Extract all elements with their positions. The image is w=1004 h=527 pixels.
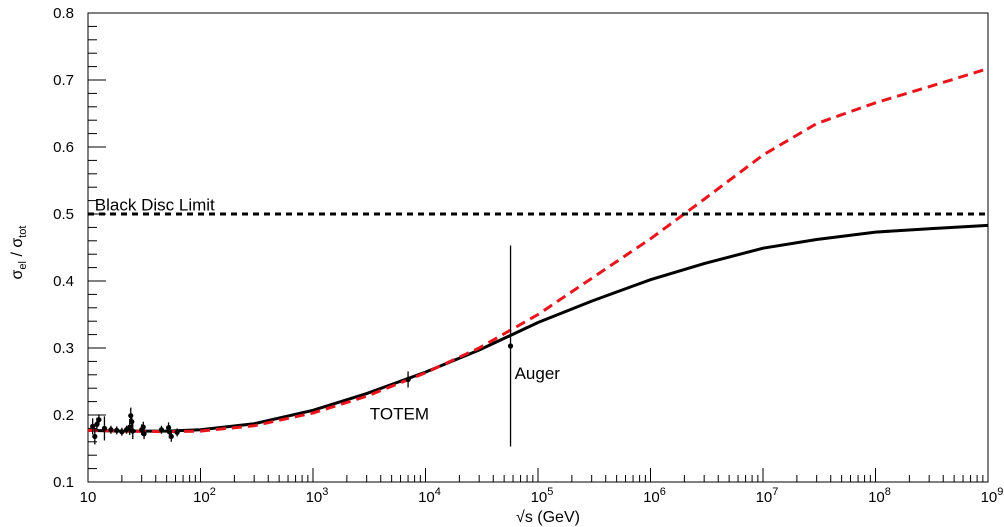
data-point (140, 424, 146, 430)
data-point (101, 425, 108, 431)
x-tick-label: 108 (868, 486, 891, 506)
y-axis-title-mid: / σ (9, 238, 26, 261)
x-tick-label: 104 (418, 486, 441, 506)
y-tick-label: 0.7 (53, 72, 74, 89)
x-tick-label: 106 (643, 486, 666, 506)
data-point (96, 417, 102, 423)
x-axis: 10 102 103 104 105 106 107 108 109 (80, 468, 1004, 506)
y-tick-label: 0.5 (53, 206, 74, 223)
y-tick-label: 0.1 (53, 474, 74, 491)
data-point (507, 343, 514, 349)
y-axis-title: σel / σtot (9, 226, 29, 280)
data-point (94, 421, 100, 427)
model-curve-solid (87, 223, 989, 433)
y-tick-label: 0.6 (53, 139, 74, 156)
x-tick-label: 10 (80, 489, 97, 506)
x-tick-label: 107 (756, 486, 779, 506)
y-axis: 0.1 0.2 0.3 0.4 0.5 0.6 0.7 0.8 (53, 5, 106, 491)
data-point (128, 413, 134, 419)
data-point (127, 424, 133, 430)
data-point (92, 433, 98, 440)
x-tick-label: 105 (531, 486, 554, 506)
data-point (141, 431, 147, 437)
data-point (119, 429, 125, 435)
y-axis-title-sigma: σ (9, 269, 26, 279)
data-points (90, 245, 514, 447)
annotation-auger: Auger (515, 364, 561, 383)
y-tick-label: 0.4 (53, 273, 74, 290)
x-axis-title: √s (GeV) (516, 509, 580, 526)
data-point (405, 376, 411, 383)
plot-frame (87, 12, 989, 483)
annotation-totem: TOTEM (370, 405, 429, 424)
y-axis-title-sub-tot: tot (17, 226, 29, 238)
data-point (108, 427, 114, 433)
x-tick-label: 102 (193, 486, 216, 506)
y-axis-title-sub-el: el (17, 261, 29, 270)
y-tick-label: 0.2 (53, 407, 74, 424)
x-tick-label: 109 (981, 486, 1004, 506)
data-point (168, 433, 174, 440)
model-curve-dashed (87, 67, 989, 434)
data-point (158, 427, 165, 433)
data-point (114, 427, 120, 434)
data-point (90, 423, 96, 429)
y-tick-label: 0.8 (53, 5, 74, 22)
x-tick-label: 103 (306, 486, 329, 506)
series-layer (87, 67, 989, 434)
annotation-black-disc-limit: Black Disc Limit (95, 196, 215, 215)
y-tick-label: 0.3 (53, 340, 74, 357)
data-point (129, 419, 135, 425)
data-point (174, 429, 180, 436)
data-point (130, 428, 136, 434)
annotations: Black Disc Limit TOTEM Auger (95, 196, 561, 424)
